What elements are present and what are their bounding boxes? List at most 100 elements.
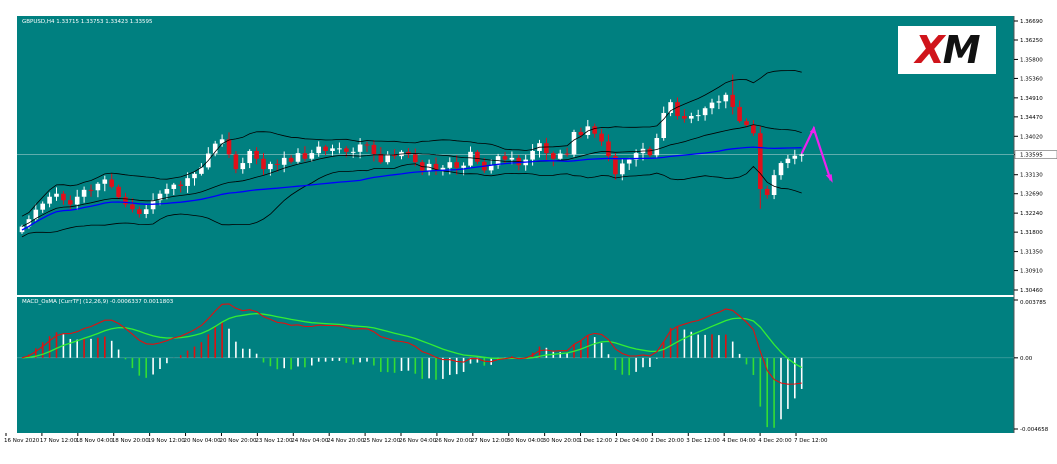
price-tick-label: 1.34910 xyxy=(1020,96,1043,102)
time-tick-label: 26 Nov 04:00 xyxy=(399,438,437,444)
candle-bear xyxy=(606,141,611,157)
candle-bear xyxy=(254,150,259,159)
indicator-tick-label: -0.004658 xyxy=(1020,427,1049,433)
candle-bull xyxy=(488,165,494,171)
candle-bull xyxy=(350,151,356,153)
candle-bear xyxy=(123,197,128,205)
lower-band xyxy=(21,163,802,238)
time-tick-label: 3 Dec 12:00 xyxy=(686,438,720,444)
time-axis-bg xyxy=(0,433,1057,459)
time-tick-label: 23 Nov 12:00 xyxy=(255,438,293,444)
candle-bear xyxy=(737,106,742,122)
time-tick-label: 18 Nov 20:00 xyxy=(112,438,150,444)
upper-band xyxy=(21,70,802,217)
candle-bull xyxy=(785,158,791,164)
candle-bull xyxy=(447,162,453,168)
candle-bull xyxy=(792,155,798,159)
candle-bear xyxy=(764,188,770,196)
candle-bear xyxy=(137,209,142,215)
candle-bull xyxy=(571,131,577,155)
candle-bear xyxy=(613,156,618,175)
price-tick-label: 1.35360 xyxy=(1020,76,1043,82)
candle-bear xyxy=(551,153,556,159)
candle-bull xyxy=(461,165,466,168)
candle-bear xyxy=(564,153,570,155)
candle-bull xyxy=(268,163,273,170)
candle-bear xyxy=(261,158,266,170)
time-tick-label: 25 Nov 12:00 xyxy=(363,438,401,444)
time-tick-label: 4 Dec 04:00 xyxy=(722,438,756,444)
candle-bull xyxy=(295,153,301,162)
candle-bull xyxy=(771,175,777,196)
candle-bear xyxy=(675,102,680,116)
candle-bear xyxy=(599,133,604,142)
candle-bull xyxy=(509,157,515,160)
candle-bear xyxy=(275,163,280,165)
candle-bear xyxy=(392,154,397,157)
indicator-label: MACD_OsMA [CurrTF] (12,26,9) -0.0006337 … xyxy=(22,299,174,305)
candle-bull xyxy=(661,112,666,139)
candle-bull xyxy=(702,108,708,116)
xm-logo-text: XM xyxy=(915,28,980,72)
candle-bear xyxy=(302,153,308,159)
candle-bull xyxy=(620,163,625,175)
candle-bull xyxy=(668,102,673,113)
candle-bear xyxy=(88,189,94,191)
candle-bull xyxy=(102,179,108,184)
candle-bull xyxy=(723,94,729,102)
candle-bull xyxy=(281,157,287,165)
time-tick-label: 17 Nov 12:00 xyxy=(40,438,78,444)
candle-bear xyxy=(751,125,756,134)
candle-bull xyxy=(157,193,163,201)
candle-bull xyxy=(440,167,446,170)
candle-bull xyxy=(316,146,321,154)
time-tick-label: 30 Nov 20:00 xyxy=(543,438,581,444)
middle-band xyxy=(21,124,802,227)
candle-bear xyxy=(433,163,439,170)
time-tick-label: 18 Nov 04:00 xyxy=(76,438,114,444)
time-tick-label: 24 Nov 20:00 xyxy=(327,438,365,444)
time-tick-label: 1 Dec 12:00 xyxy=(579,438,613,444)
time-tick-label: 7 Dec 12:00 xyxy=(794,438,828,444)
candle-bull xyxy=(219,139,225,144)
price-tick-label: 1.33595 xyxy=(1020,153,1043,159)
price-tick-label: 1.32690 xyxy=(1020,192,1043,198)
candle-bear xyxy=(475,151,480,162)
candle-bull xyxy=(468,151,473,166)
moving-average-line xyxy=(21,146,802,231)
symbol-info: GBPUSD,H4 1.33715 1.33753 1.33423 1.3359… xyxy=(22,19,153,25)
candle-bull xyxy=(385,154,390,163)
candle-bear xyxy=(323,146,328,151)
axes: 1.36690 1.36250 1.35800 1.35360 1.34910 1.344… xyxy=(4,19,1057,444)
price-tick-label: 1.32240 xyxy=(1020,211,1043,217)
time-tick-label: 20 Nov 04:00 xyxy=(184,438,222,444)
candle-bull xyxy=(185,178,190,186)
candle-bull xyxy=(199,167,204,174)
indicator-tick-label: 0.003785 xyxy=(1020,300,1047,306)
candle-bear xyxy=(647,148,653,156)
candle-bear xyxy=(233,154,239,170)
candle-bear xyxy=(378,153,384,163)
candle-bull xyxy=(778,163,784,176)
candle-bull xyxy=(164,188,170,194)
time-tick-label: 16 Nov 2020 xyxy=(4,438,40,444)
candle-bear xyxy=(109,179,114,187)
candle-bull xyxy=(171,184,177,189)
candle-bull xyxy=(799,154,804,156)
candle-bull xyxy=(530,150,535,160)
candle-bull xyxy=(357,144,363,152)
candle-bear xyxy=(226,139,232,155)
macd-osma-chart[interactable] xyxy=(17,303,1014,428)
candle-bull xyxy=(54,193,59,197)
candle-bull xyxy=(47,196,52,204)
candle-bull xyxy=(309,153,315,159)
candle-bear xyxy=(682,115,687,119)
price-tick-label: 1.30910 xyxy=(1020,269,1043,275)
candle-bull xyxy=(247,150,252,164)
forecast-arrow-head-down xyxy=(825,174,833,183)
candle-bear xyxy=(130,204,135,210)
candle-bull xyxy=(74,196,80,205)
price-chart[interactable] xyxy=(17,70,1014,238)
time-tick-label: 30 Nov 04:00 xyxy=(507,438,545,444)
